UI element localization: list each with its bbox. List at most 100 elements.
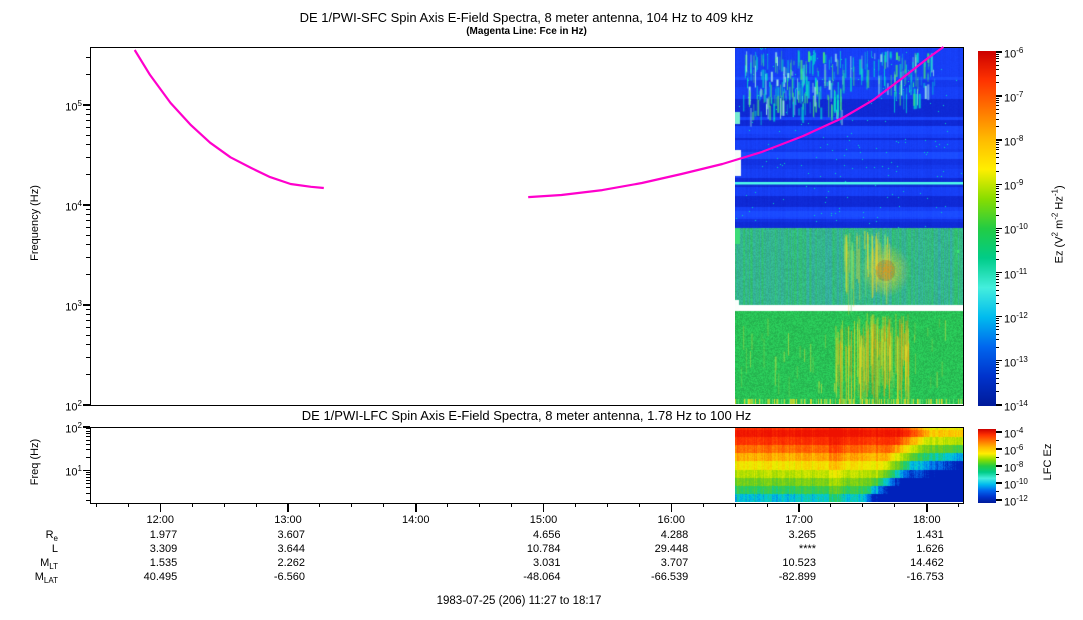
colorbar-minor-tick xyxy=(996,149,999,151)
y-axis-tick-label: 102 xyxy=(65,399,82,414)
x-axis-tick-label: 18:00 xyxy=(913,514,941,526)
x-axis-tick-label: 14:00 xyxy=(402,514,430,526)
colorbar-minor-tick xyxy=(996,190,999,192)
colorbar-minor-tick xyxy=(996,289,999,291)
colorbar-minor-tick xyxy=(996,55,999,57)
table-cell: 14.462 xyxy=(910,557,944,569)
colorbar-minor-tick xyxy=(996,102,999,104)
y-axis-minor-tick xyxy=(86,314,90,316)
table-cell: 1.626 xyxy=(916,543,944,555)
sfc-colorbar xyxy=(977,50,997,407)
x-axis-minor-tick xyxy=(319,503,321,507)
table-row-label: Re xyxy=(45,529,58,544)
colorbar-minor-tick xyxy=(996,383,999,385)
colorbar-minor-tick xyxy=(996,369,999,371)
colorbar-minor-tick xyxy=(996,53,999,55)
y-axis-minor-tick xyxy=(86,126,90,128)
colorbar-minor-tick xyxy=(996,457,999,458)
sfc-title: DE 1/PWI-SFC Spin Axis E-Field Spectra, … xyxy=(299,10,754,25)
y-axis-minor-tick xyxy=(86,474,90,476)
colorbar-major-tick xyxy=(996,95,1002,97)
lfc-spectrogram-canvas xyxy=(735,428,963,502)
colorbar-minor-tick xyxy=(996,237,999,239)
table-row-label: L xyxy=(51,543,58,555)
x-axis-minor-tick xyxy=(862,503,864,507)
colorbar-minor-tick xyxy=(996,214,999,216)
y-axis-minor-tick xyxy=(86,428,90,430)
colorbar-minor-tick xyxy=(996,278,999,280)
y-axis-major-tick xyxy=(83,426,90,428)
colorbar-minor-tick xyxy=(996,377,999,379)
colorbar-tick-label: 10-6 xyxy=(1004,443,1024,458)
colorbar-minor-tick xyxy=(996,276,999,278)
y-axis-minor-tick xyxy=(86,174,90,176)
y-axis-minor-tick xyxy=(86,449,90,451)
y-axis-minor-tick xyxy=(86,144,90,146)
lfc-colorbar xyxy=(977,428,997,504)
colorbar-minor-tick xyxy=(996,61,999,63)
colorbar-minor-tick xyxy=(996,234,999,236)
colorbar-tick-label: 10-11 xyxy=(1004,266,1028,282)
x-axis-minor-tick xyxy=(606,503,608,507)
colorbar-minor-tick xyxy=(996,197,999,199)
colorbar-minor-tick xyxy=(996,302,999,304)
y-axis-minor-tick xyxy=(86,344,90,346)
table-cell: 29.448 xyxy=(654,543,689,555)
table-cell: 10.784 xyxy=(526,543,561,555)
colorbar-tick-label: 10-12 xyxy=(1004,494,1028,509)
colorbar-tick-label: 10-7 xyxy=(1004,90,1024,105)
x-axis-minor-tick xyxy=(830,503,832,507)
colorbar-minor-tick xyxy=(996,295,999,297)
y-axis-tick-label: 102 xyxy=(65,421,82,436)
colorbar-minor-tick xyxy=(996,126,999,128)
table-cell: -82.899 xyxy=(778,571,817,583)
y-axis-minor-tick xyxy=(86,226,90,228)
y-axis-minor-tick xyxy=(86,274,90,276)
colorbar-minor-tick xyxy=(996,162,999,164)
table-cell: 1.535 xyxy=(149,557,178,569)
colorbar-tick-label: 10-6 xyxy=(1004,46,1024,61)
colorbar-minor-tick xyxy=(996,274,999,276)
colorbar-minor-tick xyxy=(996,141,999,143)
y-axis-minor-tick xyxy=(86,114,90,116)
y-axis-minor-tick xyxy=(86,456,90,458)
colorbar-major-tick xyxy=(996,465,1002,467)
x-axis-minor-tick xyxy=(447,503,449,507)
colorbar-minor-tick xyxy=(996,74,999,76)
x-axis-major-tick xyxy=(287,503,289,512)
table-row-label: MLAT xyxy=(34,571,58,586)
colorbar-minor-tick xyxy=(996,118,999,120)
x-axis-minor-tick xyxy=(638,503,640,507)
table-cell: 1.977 xyxy=(149,529,178,541)
colorbar-minor-tick xyxy=(996,146,999,148)
y-axis-major-tick xyxy=(83,204,90,206)
colorbar-minor-tick xyxy=(996,82,999,84)
x-axis-major-tick xyxy=(926,503,928,512)
colorbar-minor-tick xyxy=(996,333,999,335)
sfc-spectrogram-canvas xyxy=(735,48,963,404)
x-axis-major-tick xyxy=(542,503,545,512)
x-axis-minor-tick xyxy=(255,503,257,507)
x-axis-minor-tick xyxy=(191,503,193,507)
table-cell: -16.753 xyxy=(906,571,944,583)
x-axis-minor-tick xyxy=(958,503,960,507)
sfc-subtitle: (Magenta Line: Fce in Hz) xyxy=(466,26,587,37)
y-axis-minor-tick xyxy=(86,234,90,236)
lfc-colorbar-label: LFC Ez xyxy=(1042,443,1054,481)
x-axis-minor-tick xyxy=(223,503,225,507)
table-cell: 10.523 xyxy=(782,557,817,569)
y-axis-minor-tick xyxy=(86,487,90,489)
table-cell: 40.495 xyxy=(143,571,178,583)
colorbar-minor-tick xyxy=(996,64,999,66)
x-axis-minor-tick xyxy=(511,503,513,507)
colorbar-minor-tick xyxy=(996,373,999,375)
y-axis-minor-tick xyxy=(86,74,90,76)
table-cell: -66.539 xyxy=(650,571,689,583)
y-axis-minor-tick xyxy=(86,214,90,216)
x-axis-major-tick xyxy=(670,503,673,512)
sfc-y-axis-label: Frequency (Hz) xyxy=(29,185,41,261)
y-axis-major-tick xyxy=(83,304,90,306)
y-axis-minor-tick xyxy=(86,134,90,136)
colorbar-major-tick xyxy=(996,51,1002,53)
